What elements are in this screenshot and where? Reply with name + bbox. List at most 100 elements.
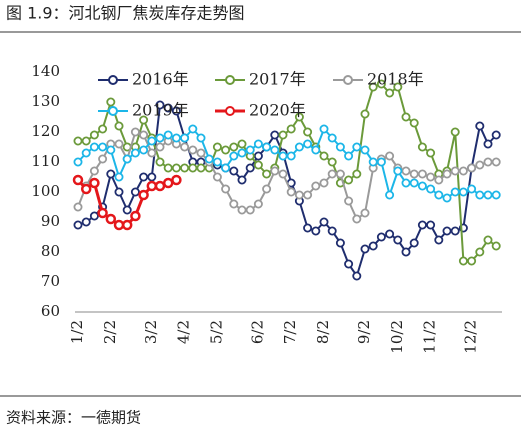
point [475, 121, 485, 131]
y-tick-label: 60 [41, 302, 60, 320]
point [417, 220, 427, 230]
y-tick-label: 100 [31, 182, 60, 200]
point [196, 133, 206, 143]
point [303, 127, 313, 137]
point [155, 100, 165, 110]
point [491, 241, 501, 251]
point [221, 145, 231, 155]
point [303, 223, 313, 233]
point [229, 199, 239, 209]
point [401, 247, 411, 257]
point [426, 148, 436, 158]
point [417, 181, 427, 191]
point [467, 163, 477, 173]
point [409, 238, 419, 248]
point [344, 259, 354, 269]
point [368, 157, 378, 167]
point [458, 166, 468, 176]
point [278, 130, 288, 140]
x-tick-label: 4/2 [175, 320, 193, 344]
point [229, 142, 239, 152]
legend-label: 2018年 [367, 70, 424, 89]
point [139, 130, 149, 140]
point [122, 205, 132, 215]
point [146, 180, 158, 192]
y-tick-label: 90 [41, 212, 60, 230]
point [72, 174, 84, 186]
point [147, 172, 157, 182]
point [171, 163, 181, 173]
point [311, 226, 321, 236]
point [294, 112, 304, 122]
point [188, 145, 198, 155]
point [171, 133, 181, 143]
point [81, 136, 91, 146]
point [376, 232, 386, 242]
point [409, 169, 419, 179]
point [113, 219, 125, 231]
point [426, 220, 436, 230]
point [401, 166, 411, 176]
point [393, 82, 403, 92]
point [426, 172, 436, 182]
point [344, 151, 354, 161]
point [130, 148, 140, 158]
legend-marker [108, 75, 118, 85]
point [442, 169, 452, 179]
point [458, 187, 468, 197]
point [130, 210, 141, 222]
point [114, 172, 124, 182]
point [393, 235, 403, 245]
point [434, 175, 444, 185]
point [139, 172, 149, 182]
point [368, 82, 378, 92]
point [286, 124, 296, 134]
point [483, 190, 493, 200]
point [442, 226, 452, 236]
point [229, 166, 239, 176]
point [344, 196, 354, 206]
point [385, 151, 395, 161]
point [114, 139, 124, 149]
y-tick-label: 110 [31, 152, 60, 170]
point [352, 169, 362, 179]
point [417, 169, 427, 179]
point [212, 157, 222, 167]
point [450, 166, 460, 176]
point [360, 208, 370, 218]
y-tick-label: 140 [31, 62, 60, 80]
point [229, 151, 239, 161]
point [73, 220, 83, 230]
point [196, 148, 206, 158]
point [475, 247, 485, 257]
point [360, 145, 370, 155]
point [106, 169, 116, 179]
point [155, 142, 165, 152]
point [286, 187, 296, 197]
point [278, 169, 288, 179]
point [196, 163, 206, 173]
point [319, 217, 329, 227]
x-tick-label: 5/2 [207, 320, 225, 344]
point [360, 244, 370, 254]
chart-title: 图 1.9：河北钢厂焦炭库存走势图 [6, 4, 245, 23]
x-tick-label: 10/2 [388, 320, 406, 354]
point [122, 154, 132, 164]
y-tick-label: 70 [41, 272, 60, 290]
point [162, 177, 174, 189]
point [303, 190, 313, 200]
point [376, 79, 386, 89]
point [147, 148, 157, 158]
point [212, 142, 222, 152]
point [212, 172, 222, 182]
point [237, 148, 247, 158]
point [98, 124, 108, 134]
point [409, 118, 419, 128]
point [335, 142, 345, 152]
point [327, 169, 337, 179]
point [442, 193, 452, 203]
point [434, 190, 444, 200]
point [97, 207, 108, 219]
point [89, 142, 99, 152]
point [163, 130, 173, 140]
